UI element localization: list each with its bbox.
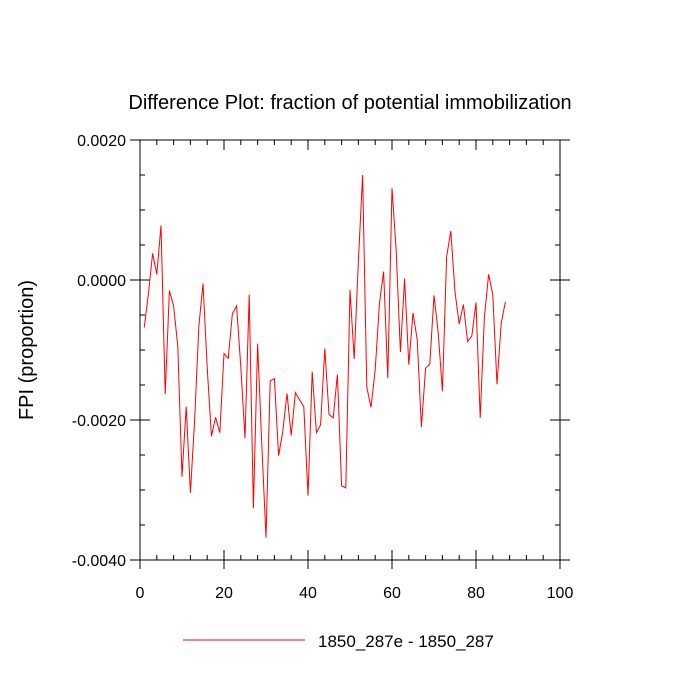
x-tick-label: 100 (547, 585, 574, 602)
x-tick-label: 20 (215, 585, 233, 602)
series-layer (143, 174, 506, 538)
x-axis-ticks: 0 20 40 60 80 100 (136, 140, 574, 602)
x-tick-label: 0 (136, 585, 145, 602)
y-tick-label: 0.0000 (77, 273, 126, 290)
y-axis-label: FPI (proportion) (16, 280, 38, 420)
legend-label: 1850_287e - 1850_287 (318, 632, 494, 651)
y-axis-ticks: 0.0020 0.0000 -0.0020 -0.0040 (72, 133, 570, 570)
x-tick-label: 40 (299, 585, 317, 602)
y-tick-label: -0.0020 (72, 413, 126, 430)
x-tick-label: 80 (467, 585, 485, 602)
legend: 1850_287e - 1850_287 (183, 632, 494, 651)
x-tick-label: 60 (383, 585, 401, 602)
y-tick-label: 0.0020 (77, 133, 126, 150)
series-line (143, 174, 506, 538)
plot-frame (139, 139, 561, 561)
y-tick-label: -0.0040 (72, 553, 126, 570)
chart-title: Difference Plot: fraction of potential i… (128, 92, 571, 114)
